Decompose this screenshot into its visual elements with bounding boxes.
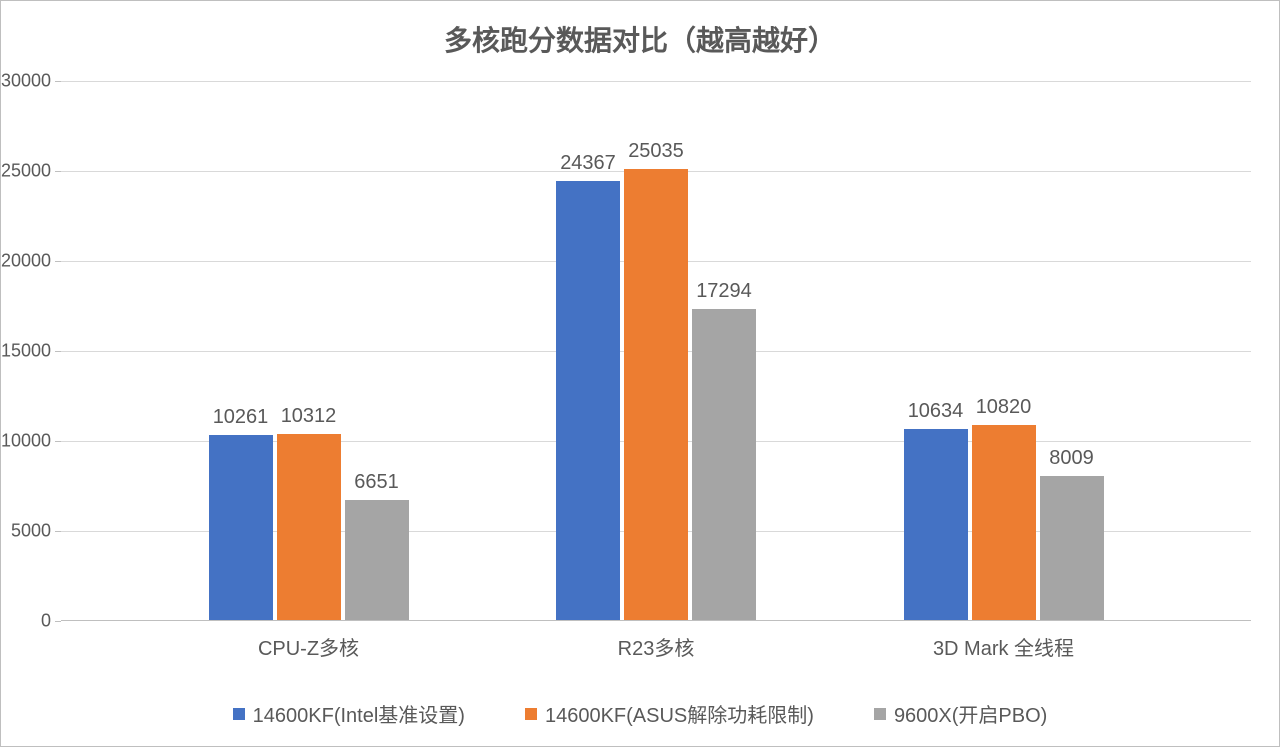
y-axis-label: 5000 xyxy=(11,521,61,542)
chart-title: 多核跑分数据对比（越高越好） xyxy=(1,19,1279,59)
y-axis-label: 10000 xyxy=(1,431,61,452)
bar: 10312 xyxy=(277,434,341,620)
bar: 10634 xyxy=(904,429,968,620)
legend-item: 14600KF(Intel基准设置) xyxy=(233,699,465,728)
bar: 24367 xyxy=(556,181,620,620)
x-axis-label: CPU-Z多核 xyxy=(258,632,359,661)
bar-value-label: 10261 xyxy=(213,406,269,429)
bar-value-label: 25035 xyxy=(628,140,684,163)
bar-value-label: 24367 xyxy=(560,152,616,175)
x-axis-label: R23多核 xyxy=(618,632,695,661)
bar: 25035 xyxy=(624,169,688,620)
bar-value-label: 10634 xyxy=(908,400,964,423)
legend-item: 14600KF(ASUS解除功耗限制) xyxy=(525,699,814,728)
bar: 17294 xyxy=(692,309,756,620)
y-axis-label: 0 xyxy=(41,611,61,632)
bar-value-label: 10312 xyxy=(281,405,337,428)
y-axis-label: 30000 xyxy=(1,71,61,92)
bar-group: 106341082080093D Mark 全线程 xyxy=(904,81,1104,620)
legend-swatch xyxy=(525,708,537,720)
legend-swatch xyxy=(874,708,886,720)
x-axis-label: 3D Mark 全线程 xyxy=(933,632,1074,661)
bar-value-label: 10820 xyxy=(976,396,1032,419)
bar-group: 243672503517294R23多核 xyxy=(556,81,756,620)
y-axis-label: 25000 xyxy=(1,161,61,182)
bar-value-label: 17294 xyxy=(696,280,752,303)
legend-swatch xyxy=(233,708,245,720)
bar: 6651 xyxy=(345,500,409,620)
bar-group: 10261103126651CPU-Z多核 xyxy=(209,81,409,620)
legend-item: 9600X(开启PBO) xyxy=(874,699,1047,728)
bar: 8009 xyxy=(1040,476,1104,620)
y-axis-label: 15000 xyxy=(1,341,61,362)
legend-label: 14600KF(ASUS解除功耗限制) xyxy=(545,699,814,728)
bar: 10261 xyxy=(209,435,273,620)
y-axis-label: 20000 xyxy=(1,251,61,272)
bar: 10820 xyxy=(972,425,1036,620)
bar-value-label: 6651 xyxy=(354,471,399,494)
chart-plot-area: 0500010000150002000025000300001026110312… xyxy=(61,81,1251,621)
legend-label: 14600KF(Intel基准设置) xyxy=(253,699,465,728)
bar-value-label: 8009 xyxy=(1049,447,1094,470)
legend-label: 9600X(开启PBO) xyxy=(894,699,1047,728)
chart-legend: 14600KF(Intel基准设置) 14600KF(ASUS解除功耗限制) 960… xyxy=(1,699,1279,728)
